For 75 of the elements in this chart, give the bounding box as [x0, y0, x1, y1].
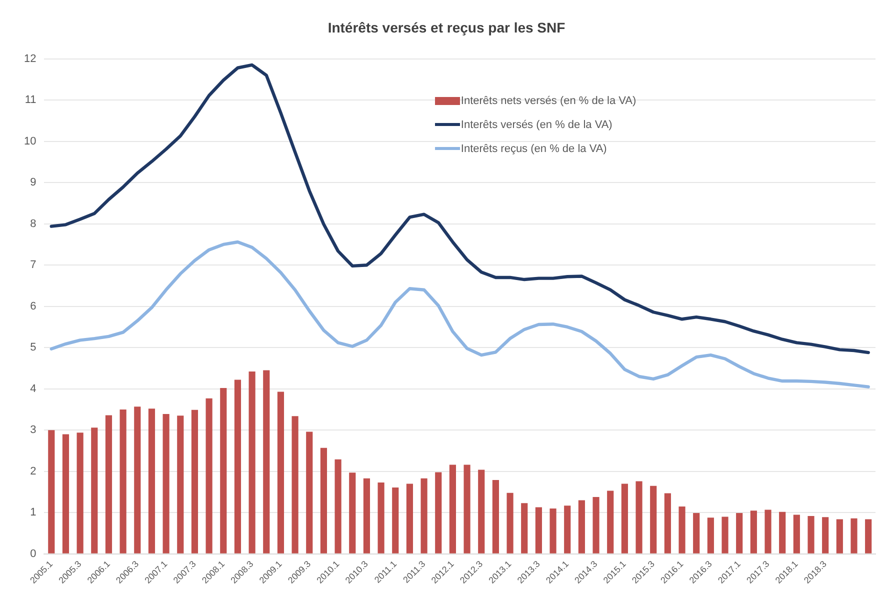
bar — [521, 503, 528, 554]
bar — [592, 496, 600, 554]
y-tick-label: 8 — [30, 218, 36, 230]
bar — [320, 448, 328, 554]
bar — [550, 508, 556, 554]
bar — [650, 486, 657, 554]
bar — [48, 430, 55, 554]
bar — [736, 513, 743, 554]
y-tick-label: 11 — [24, 94, 36, 106]
bar — [492, 480, 499, 554]
bar — [506, 492, 514, 554]
y-tick-label: 9 — [30, 176, 36, 189]
bar — [449, 464, 456, 554]
bar — [177, 416, 184, 554]
bar — [105, 415, 112, 554]
bar — [420, 478, 428, 554]
bar — [392, 487, 399, 554]
bar — [822, 517, 829, 554]
bar — [148, 408, 156, 554]
bar — [707, 518, 714, 554]
y-tick-label: 7 — [30, 259, 36, 272]
bar — [464, 464, 470, 554]
bar — [292, 416, 298, 554]
bar — [306, 432, 313, 554]
bar — [191, 410, 198, 554]
bar — [836, 519, 843, 554]
bar — [134, 406, 141, 554]
y-tick-label: 1 — [30, 506, 36, 519]
bar — [378, 482, 384, 554]
y-tick-label: 5 — [30, 342, 36, 354]
bar — [636, 481, 642, 554]
bar — [62, 434, 70, 554]
bar — [764, 510, 772, 554]
y-tick-label: 6 — [30, 300, 36, 312]
y-tick-label: 3 — [30, 424, 36, 436]
bar — [607, 490, 614, 554]
bar — [220, 388, 227, 554]
bar — [865, 519, 872, 554]
bar — [808, 516, 814, 554]
bar — [248, 372, 256, 554]
bar — [793, 514, 800, 554]
bar — [578, 500, 585, 554]
legend-label: Interêts nets versés (en % de la VA) — [460, 94, 636, 107]
bar — [693, 513, 700, 554]
bar — [363, 478, 370, 554]
bar — [779, 512, 786, 554]
legend-label: Interêts versés (en % de la VA) — [460, 118, 612, 131]
bar — [162, 414, 170, 554]
chart-title: Intérêts versés et reçus par les SNF — [328, 19, 566, 36]
y-tick-label: 0 — [30, 548, 36, 560]
bar — [76, 432, 84, 554]
bar — [621, 484, 628, 554]
y-tick-label: 2 — [30, 465, 36, 478]
bar — [664, 493, 671, 554]
bar — [564, 506, 571, 554]
bar — [722, 516, 728, 554]
legend-label: Interêts reçus (en % de la VA) — [460, 142, 607, 155]
bar — [277, 392, 284, 554]
bar — [206, 398, 212, 554]
bar — [535, 507, 542, 554]
bar — [349, 472, 356, 554]
bar — [406, 484, 413, 554]
y-tick-label: 12 — [24, 52, 36, 65]
bar — [850, 518, 858, 554]
y-tick-label: 4 — [30, 382, 36, 395]
y-tick-label: 10 — [24, 135, 36, 148]
bar — [120, 409, 126, 554]
bar — [234, 380, 242, 554]
bar — [91, 428, 98, 554]
bar — [478, 470, 485, 554]
bar — [678, 506, 686, 554]
bar — [435, 472, 442, 554]
bar — [263, 370, 270, 554]
bar — [750, 510, 757, 554]
bar — [334, 459, 342, 554]
